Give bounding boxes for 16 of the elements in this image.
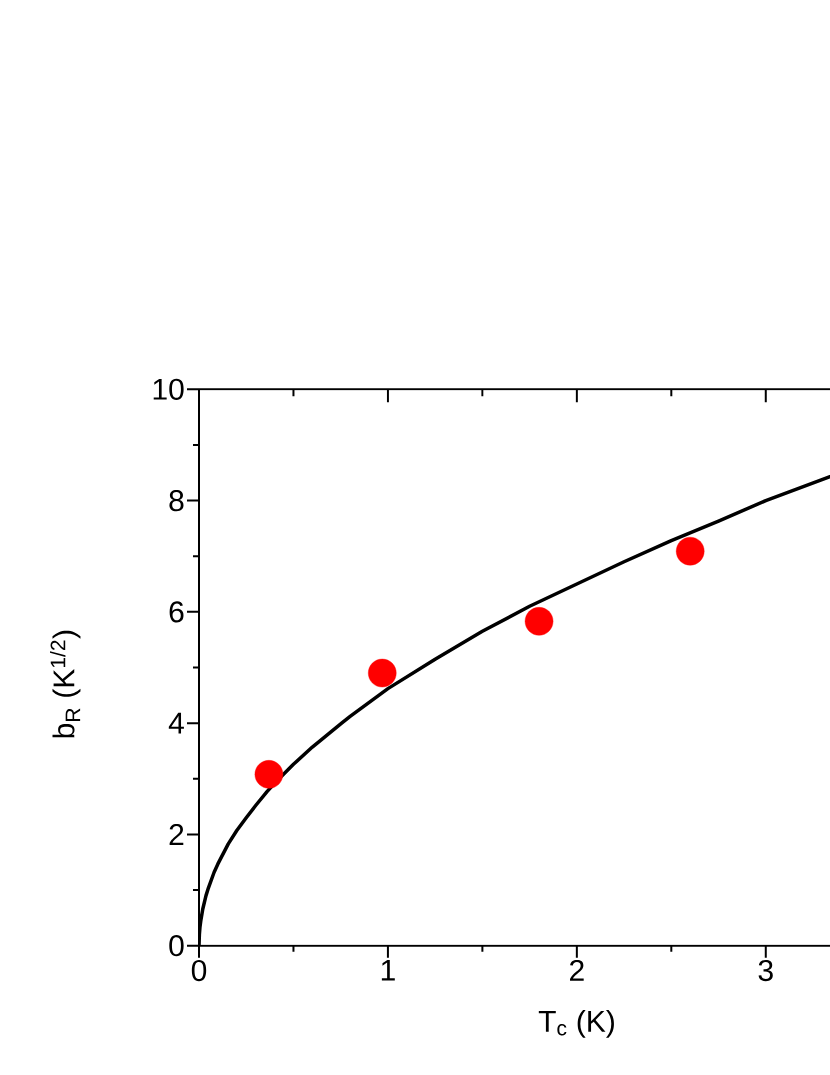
y-axis-title: b$_{R}$ (K$^{1/2}$) bbox=[50, 630, 81, 738]
y-tick-label: 0 bbox=[169, 935, 184, 957]
x-tick-label: 2 bbox=[570, 959, 584, 981]
point bbox=[676, 537, 705, 566]
point bbox=[254, 760, 284, 789]
y-tick-label: 8 bbox=[169, 489, 184, 512]
y-tick-label: 4 bbox=[168, 712, 184, 734]
point bbox=[368, 658, 397, 688]
y-tick-label: 6 bbox=[169, 601, 184, 623]
y-tick-label: 10 bbox=[153, 378, 184, 400]
x-tick-label: 3 bbox=[758, 959, 773, 982]
y-tick-label: 2 bbox=[169, 823, 184, 845]
x-axis-title: T$_{c}$ (K) bbox=[538, 1009, 614, 1038]
x-tick-label: 1 bbox=[381, 959, 395, 981]
x-tick-label: 0 bbox=[191, 959, 207, 982]
point bbox=[524, 607, 554, 636]
